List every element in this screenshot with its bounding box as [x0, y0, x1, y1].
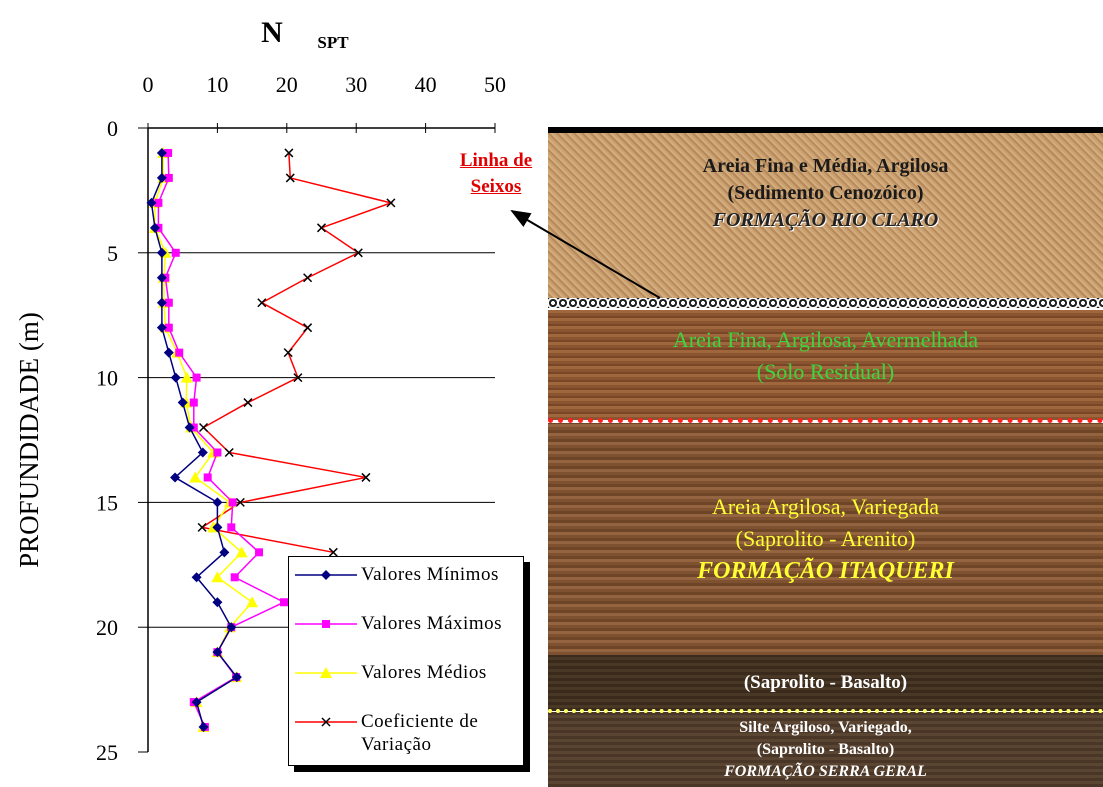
legend-label: Valores Máximos: [361, 612, 511, 635]
legend-entry: Valores Médios: [291, 661, 521, 710]
marker: [280, 598, 288, 606]
marker: [304, 274, 312, 282]
marker: [244, 399, 252, 407]
marker: [189, 471, 201, 482]
marker: [175, 349, 183, 357]
marker: [258, 299, 266, 307]
marker: [231, 573, 239, 581]
legend-entry: Valores Máximos: [291, 612, 521, 661]
x-tick-label: 40: [415, 72, 437, 97]
marker: [321, 570, 331, 580]
y-tick-label: 10: [96, 366, 118, 391]
marker: [227, 523, 235, 531]
annotation: Linha de Seixos: [446, 148, 546, 200]
marker: [171, 373, 181, 383]
layer-text: (Saprolito - Basalto): [757, 739, 894, 761]
layer-text: Areia Fina e Média, Argilosa: [703, 153, 949, 180]
legend-entry: Coeficiente de Variação: [291, 710, 521, 759]
layer-text: (Saprolito - Basalto): [744, 672, 907, 694]
layer-text: Silte Argiloso, Variegado,: [739, 717, 911, 739]
legend-swatch: [291, 661, 361, 685]
marker: [322, 620, 330, 628]
legend-label: Coeficiente de Variação: [361, 710, 511, 756]
layer-text: FORMAÇÃO RIO CLARO: [713, 207, 939, 234]
marker: [212, 497, 222, 507]
legend-entry: Valores Mínimos: [291, 563, 521, 612]
soil-profile: Silte Argiloso, Variegado,(Saprolito - B…: [548, 127, 1103, 787]
soil-layer: Areia Argilosa, Variegada(Saprolito - Ar…: [548, 423, 1103, 655]
series-line: [158, 153, 284, 727]
layer-text: (Solo Residual): [757, 356, 895, 388]
chart-title-sub: SPT: [317, 33, 349, 52]
marker: [246, 596, 258, 607]
x-tick-label: 20: [276, 72, 298, 97]
layer-text: Areia Argilosa, Variegada: [712, 491, 939, 523]
y-tick-label: 15: [96, 490, 118, 515]
x-tick-label: 0: [143, 72, 154, 97]
marker: [318, 224, 326, 232]
soil-layer: Areia Fina e Média, Argilosa(Sedimento C…: [548, 133, 1103, 298]
legend-label: Valores Médios: [361, 661, 511, 684]
marker: [304, 324, 312, 332]
legend: Valores Mínimos Valores Máximos Valores Mé…: [288, 556, 524, 766]
chart-title: N: [261, 16, 283, 49]
marker: [255, 548, 263, 556]
layer-text: Areia Fina, Argilosa, Avermelhada: [673, 324, 978, 356]
x-tick-label: 30: [345, 72, 367, 97]
legend-swatch: [291, 612, 361, 636]
layer-text: FORMAÇÃO ITAQUERI: [697, 555, 954, 587]
x-tick-label: 10: [206, 72, 228, 97]
y-tick-label: 20: [96, 615, 118, 640]
layer-text: (Sedimento Cenozóico): [727, 180, 923, 207]
soil-layer: Areia Fina, Argilosa, Avermelhada(Solo R…: [548, 310, 1103, 420]
soil-layer: Silte Argiloso, Variegado,(Saprolito - B…: [548, 712, 1103, 787]
marker: [172, 249, 180, 257]
page: N SPT PROFUNDIDADE (m) 0 10 20 30 40 50 0 5 10 15…: [0, 0, 1103, 787]
marker: [204, 473, 212, 481]
series-line: [155, 153, 252, 727]
marker: [193, 374, 201, 382]
marker: [284, 349, 292, 357]
soil-layer: (Saprolito - Basalto): [548, 655, 1103, 711]
marker: [190, 399, 198, 407]
marker: [213, 448, 221, 456]
y-tick-label: 0: [107, 116, 118, 141]
legend-swatch: [291, 563, 361, 587]
series-line: [151, 153, 236, 727]
y-tick-label: 5: [107, 241, 118, 266]
boundary-line: [548, 418, 1103, 423]
legend-swatch: [291, 710, 361, 734]
layer-text: FORMAÇÃO SERRA GERAL: [724, 761, 927, 783]
marker: [200, 424, 208, 432]
y-tick-label: 25: [96, 740, 118, 765]
marker: [229, 498, 237, 506]
y-axis-label: PROFUNDIDADE (m): [14, 312, 44, 568]
pebble-line: [548, 298, 1103, 308]
series-line: [202, 153, 391, 552]
layer-text: (Saprolito - Arenito): [736, 523, 916, 555]
legend-label: Valores Mínimos: [361, 563, 511, 586]
boundary-line: [548, 709, 1103, 713]
x-tick-label: 50: [484, 72, 506, 97]
top-band: [548, 127, 1103, 133]
